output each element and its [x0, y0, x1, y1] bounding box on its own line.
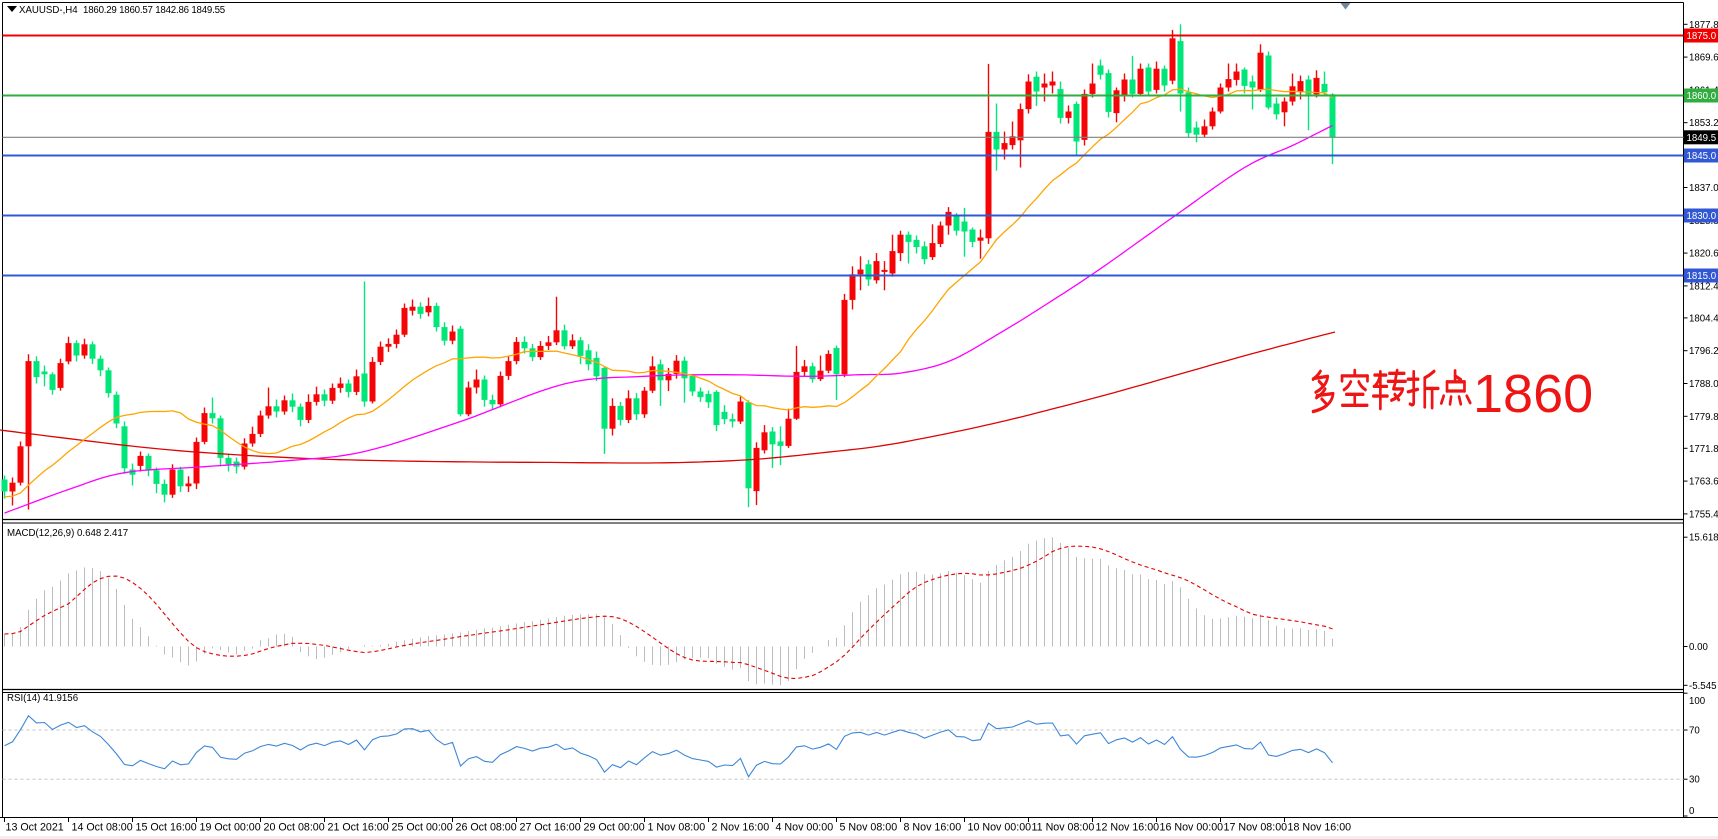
svg-text:15.618: 15.618: [1689, 533, 1718, 544]
svg-text:4 Nov 00:00: 4 Nov 00:00: [776, 822, 834, 834]
svg-text:11 Nov 08:00: 11 Nov 08:00: [1032, 822, 1095, 834]
svg-text:18 Nov 16:00: 18 Nov 16:00: [1288, 822, 1352, 834]
svg-text:5 Nov 08:00: 5 Nov 08:00: [840, 822, 898, 834]
svg-text:1875.0: 1875.0: [1687, 31, 1717, 42]
svg-text:27 Oct 16:00: 27 Oct 16:00: [520, 822, 581, 834]
svg-text:20 Oct 08:00: 20 Oct 08:00: [264, 822, 325, 834]
svg-text:16 Nov 00:00: 16 Nov 00:00: [1160, 822, 1224, 834]
svg-text:0.00: 0.00: [1689, 642, 1708, 653]
svg-text:10 Nov 00:00: 10 Nov 00:00: [968, 822, 1032, 834]
svg-text:21 Oct 16:00: 21 Oct 16:00: [328, 822, 389, 834]
svg-text:-5.545: -5.545: [1689, 681, 1716, 692]
svg-text:1845.0: 1845.0: [1687, 151, 1717, 162]
svg-text:1763.6: 1763.6: [1689, 477, 1718, 488]
svg-text:8 Nov 16:00: 8 Nov 16:00: [904, 822, 962, 834]
svg-text:1860.0: 1860.0: [1687, 91, 1717, 102]
svg-text:15 Oct 16:00: 15 Oct 16:00: [136, 822, 197, 834]
svg-text:100: 100: [1689, 696, 1706, 707]
svg-text:19 Oct 00:00: 19 Oct 00:00: [200, 822, 261, 834]
svg-text:12 Nov 16:00: 12 Nov 16:00: [1096, 822, 1160, 834]
svg-text:XAUUSD-,H4: XAUUSD-,H4: [19, 5, 78, 16]
svg-text:1796.2: 1796.2: [1689, 346, 1718, 357]
svg-text:25 Oct 00:00: 25 Oct 00:00: [392, 822, 453, 834]
svg-text:14 Oct 08:00: 14 Oct 08:00: [72, 822, 133, 834]
svg-text:2 Nov 16:00: 2 Nov 16:00: [712, 822, 770, 834]
svg-text:1837.0: 1837.0: [1689, 183, 1718, 194]
svg-text:1860: 1860: [1473, 364, 1593, 424]
svg-text:RSI(14) 41.9156: RSI(14) 41.9156: [7, 693, 78, 704]
svg-text:29 Oct 00:00: 29 Oct 00:00: [584, 822, 645, 834]
svg-text:30: 30: [1689, 775, 1700, 786]
svg-text:1788.0: 1788.0: [1689, 379, 1718, 390]
svg-text:1849.5: 1849.5: [1687, 133, 1717, 144]
svg-text:1869.6: 1869.6: [1689, 53, 1718, 64]
svg-text:1812.4: 1812.4: [1689, 281, 1718, 292]
svg-text:70: 70: [1689, 726, 1700, 737]
svg-text:1 Nov 08:00: 1 Nov 08:00: [648, 822, 706, 834]
svg-text:0: 0: [1689, 806, 1695, 817]
svg-text:MACD(12,26,9) 0.648 2.417: MACD(12,26,9) 0.648 2.417: [7, 528, 128, 539]
svg-text:1755.4: 1755.4: [1689, 509, 1718, 520]
svg-text:1853.2: 1853.2: [1689, 118, 1718, 129]
svg-text:1815.0: 1815.0: [1687, 271, 1717, 282]
svg-text:1771.8: 1771.8: [1689, 444, 1718, 455]
svg-text:26 Oct 08:00: 26 Oct 08:00: [456, 822, 517, 834]
svg-text:1830.0: 1830.0: [1687, 211, 1717, 222]
svg-text:1877.8: 1877.8: [1689, 20, 1718, 31]
svg-text:1820.6: 1820.6: [1689, 249, 1718, 260]
svg-text:17 Nov 08:00: 17 Nov 08:00: [1224, 822, 1288, 834]
svg-text:13 Oct 2021: 13 Oct 2021: [6, 822, 64, 834]
svg-text:1779.8: 1779.8: [1689, 412, 1718, 423]
svg-text:1804.4: 1804.4: [1689, 313, 1718, 324]
svg-text:1860.29 1860.57 1842.86 1849.5: 1860.29 1860.57 1842.86 1849.55: [83, 5, 225, 16]
